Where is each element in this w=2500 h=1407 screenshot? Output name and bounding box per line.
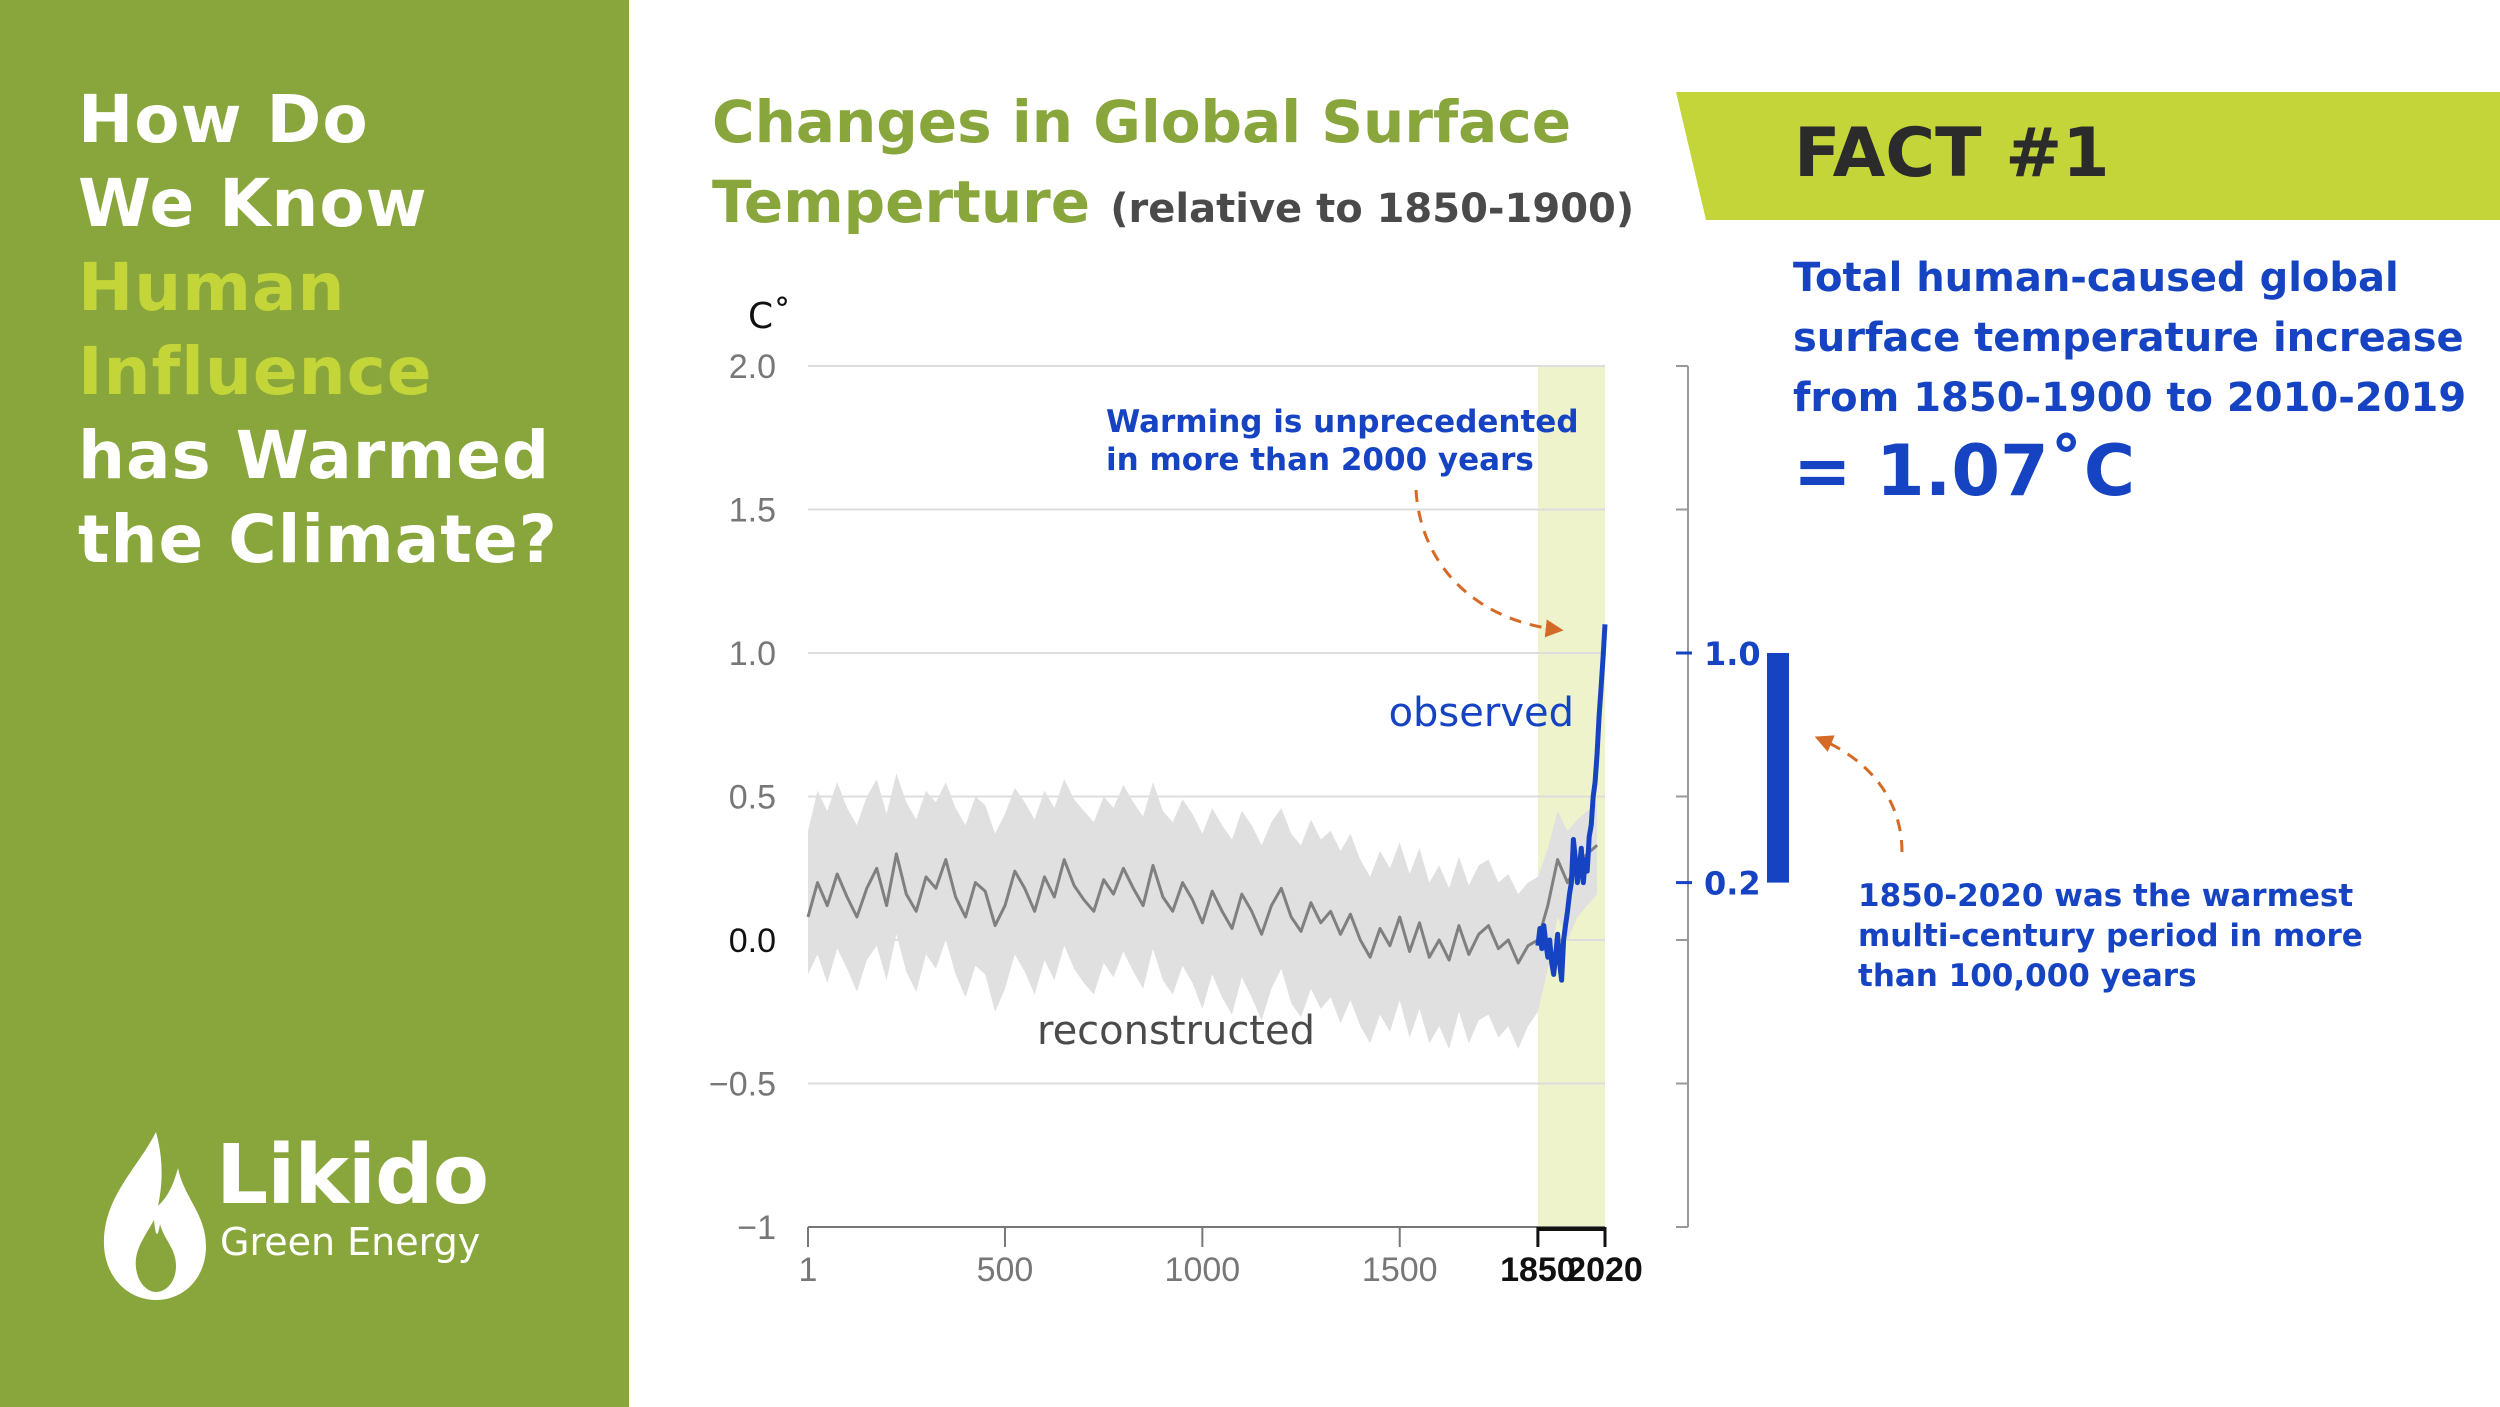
sidebar-title-line: the Climate?	[78, 501, 558, 578]
observed-label: observed	[1389, 690, 1574, 736]
y-tick-label: 0.5	[729, 779, 776, 817]
annotation-top-line: in more than 2000 years	[1106, 442, 1534, 478]
sidebar: How Do We Know Human Influence has Warme…	[0, 0, 629, 1407]
reconstructed-series-line	[806, 844, 1599, 965]
sidebar-title-line: How Do	[78, 81, 369, 158]
annotation-right-line: 1850-2020 was the warmest	[1858, 878, 2353, 914]
fact-text: Total human-caused global surface temper…	[1793, 248, 2473, 428]
y-tick-label: −0.5	[709, 1066, 776, 1104]
side-scale-label: 0.2	[1704, 865, 1761, 903]
sidebar-title-line: has Warmed	[78, 417, 551, 494]
logo-tagline: Green Energy	[220, 1220, 481, 1264]
y-tick-label: 2.0	[729, 348, 776, 386]
observed-series-line	[1535, 624, 1608, 983]
side-scale-label: 1.0	[1704, 635, 1761, 673]
annotation-top-line: Warming is unprecedented	[1106, 404, 1579, 440]
annotation-right-line: multi-century period in more	[1858, 918, 2363, 954]
reconstructed-uncertainty-band	[808, 773, 1598, 1050]
warming-range-bar	[1767, 653, 1789, 883]
sidebar-title-line-highlight: Human	[78, 249, 346, 326]
logo: Likido Green Energy	[98, 1128, 518, 1308]
x-tick-label: 1	[799, 1251, 818, 1289]
fact-label: FACT #1	[1794, 114, 2110, 193]
y-unit-label: C˚	[748, 296, 791, 337]
reconstructed-label: reconstructed	[1037, 1008, 1315, 1054]
y-tick-label: 1.5	[729, 492, 776, 530]
y-tick-label: 1.0	[729, 635, 776, 673]
fact-banner: FACT #1	[1676, 92, 2500, 220]
x-tick-label: 1850	[1500, 1251, 1576, 1289]
x-tick-label: 500	[977, 1251, 1034, 1289]
logo-name: Likido	[216, 1128, 489, 1223]
x-tick-label: 2020	[1567, 1251, 1643, 1289]
sidebar-title-line: We Know	[78, 165, 428, 242]
sidebar-title-line-highlight: Influence	[78, 333, 433, 410]
x-tick-label: 1000	[1165, 1251, 1241, 1289]
flame-icon	[103, 1132, 206, 1300]
x-tick-label: 1500	[1362, 1251, 1438, 1289]
annotation-right-arrow	[1814, 735, 1904, 853]
fact-text-line: Total human-caused global	[1793, 255, 2399, 301]
chart-title-line1: Changes in Global Surface	[712, 88, 1572, 156]
y-tick-label: −1	[737, 1209, 776, 1247]
sidebar-title: How Do We Know Human Influence has Warme…	[78, 78, 618, 582]
fact-value: = 1.07˚C	[1793, 430, 2136, 512]
annotation-top-arrow	[1414, 489, 1564, 638]
chart-title-suffix: (relative to 1850-1900)	[1110, 186, 1635, 232]
chart-title: Changes in Global Surface Temperture (re…	[712, 82, 1634, 249]
fact-text-line: surface temperature increase	[1793, 315, 2464, 361]
annotation-right-line: than 100,000 years	[1858, 958, 2197, 994]
chart-title-line2: Temperture	[712, 168, 1091, 236]
fact-text-line: from 1850-1900 to 2010-2019	[1793, 375, 2467, 421]
y-tick-label: 0.0	[729, 922, 776, 960]
